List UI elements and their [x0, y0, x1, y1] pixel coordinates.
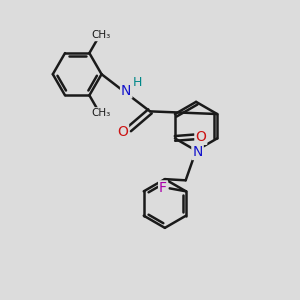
- Text: CH₃: CH₃: [92, 108, 111, 118]
- Text: H: H: [133, 76, 142, 89]
- Text: N: N: [192, 145, 203, 159]
- Text: N: N: [121, 84, 131, 98]
- Text: O: O: [195, 130, 206, 144]
- Text: CH₃: CH₃: [92, 30, 111, 40]
- Text: F: F: [159, 181, 167, 195]
- Text: O: O: [117, 124, 128, 139]
